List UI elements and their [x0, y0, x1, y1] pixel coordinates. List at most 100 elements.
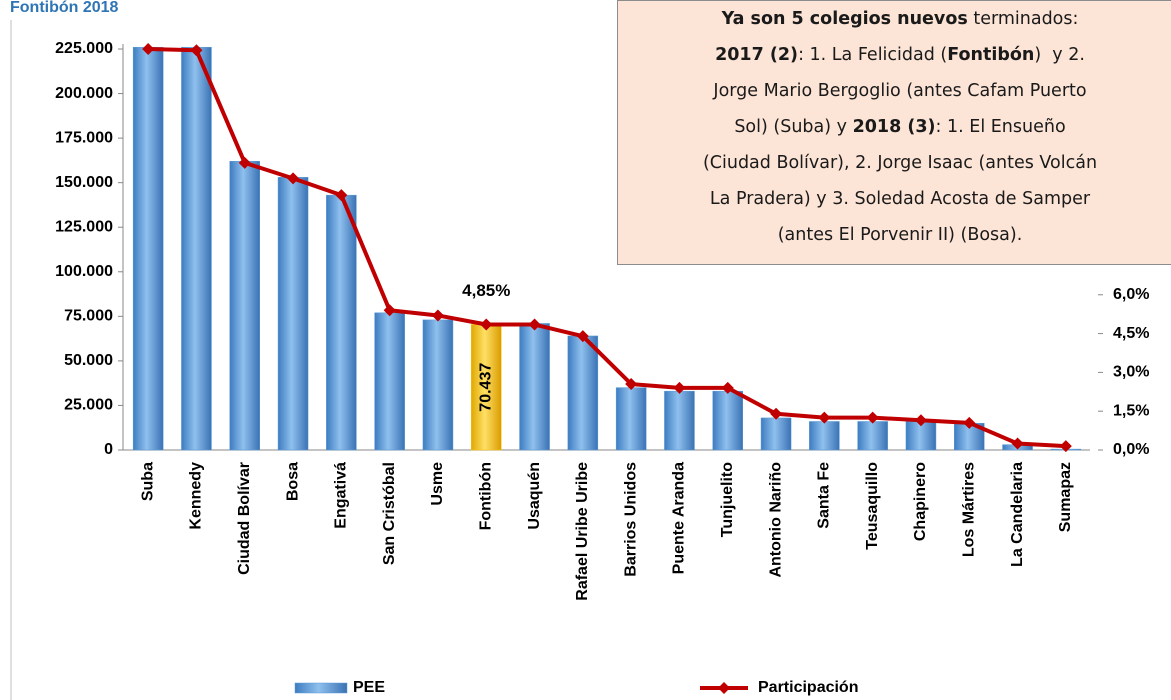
annotation-text: Jorge Mario Bergoglio (antes Cafam Puert…: [713, 81, 1087, 101]
annotation-text: : 1. La Felicidad (: [798, 45, 948, 65]
bar: [229, 161, 260, 451]
x-tick-label: Fontibón: [477, 462, 494, 530]
x-tick-label: Barrios Unidos: [622, 462, 639, 577]
x-tick-label: Antonio Nariño: [767, 462, 784, 578]
y-tick-label: 175.000: [55, 129, 113, 146]
y2-tick-label: 1,5%: [1113, 402, 1149, 419]
line-marker: [431, 309, 444, 322]
annotation-line: 2017 (2): 1. La Felicidad (Fontibón) y 2…: [618, 43, 1171, 67]
line-marker: [770, 407, 783, 420]
annotation-text: 2017 (2): [715, 45, 799, 65]
annotation-line: (Ciudad Bolívar), 2. Jorge Isaac (antes …: [618, 151, 1171, 175]
bar: [471, 324, 502, 451]
y-tick-label: 125.000: [55, 218, 113, 235]
x-tick-label: La Candelaria: [1009, 462, 1026, 567]
y2-tick-label: 0,0%: [1113, 441, 1149, 458]
legend-label: PEE: [353, 679, 385, 696]
bar: [760, 417, 792, 451]
y-tick-label: 200.000: [55, 85, 113, 102]
chart-title: Fontibón 2018: [10, 0, 119, 16]
line-marker: [335, 189, 348, 202]
legend-marker: [718, 682, 730, 694]
annotation-line: Jorge Mario Bergoglio (antes Cafam Puert…: [618, 79, 1171, 103]
x-tick-label: Rafael Uribe Uribe: [574, 462, 591, 601]
annotation-box: Ya son 5 colegios nuevos terminados: 2017…: [617, 0, 1171, 265]
line-marker: [1011, 437, 1024, 450]
annotation-text: : 1. El Ensueño: [935, 117, 1066, 137]
line-marker: [914, 414, 927, 427]
y-tick-label: 225.000: [55, 40, 113, 57]
bar: [712, 390, 743, 451]
y-tick-label: 150.000: [55, 174, 113, 191]
x-tick-label: Ciudad Bolívar: [236, 462, 253, 575]
annotation-line: Ya son 5 colegios nuevos terminados:: [618, 7, 1171, 31]
annotation-text: 2018 (3): [852, 117, 936, 137]
x-tick-label: Bosa: [284, 462, 301, 501]
x-tick-label: Engativá: [333, 462, 350, 529]
y2-tick-label: 4,5%: [1113, 325, 1149, 342]
line-marker: [528, 318, 541, 331]
y-tick-label: 75.000: [64, 308, 113, 325]
annotation-text: Sol) (Suba) y: [734, 117, 853, 137]
bar: [519, 323, 550, 451]
x-tick-label: Chapinero: [912, 462, 929, 541]
x-tick-label: Usme: [429, 462, 446, 506]
bar: [615, 387, 647, 451]
line-marker: [480, 318, 493, 331]
y2-tick-label: 3,0%: [1113, 364, 1149, 381]
line-marker: [142, 43, 155, 55]
annotation-text: (Ciudad Bolívar), 2. Jorge Isaac (antes …: [702, 153, 1098, 173]
line: [148, 47, 1066, 449]
bar: [326, 194, 357, 451]
line-marker: [383, 304, 396, 317]
x-tick-label: Usaquén: [526, 462, 543, 530]
bar: [664, 390, 695, 451]
y-tick-label: 100.000: [55, 263, 113, 280]
x-tick-label: Suba: [139, 462, 156, 501]
bar: [809, 421, 840, 451]
legend-label: Participación: [758, 679, 858, 696]
annotation-text: terminados:: [967, 9, 1079, 29]
annotation-text: Ya son 5 colegios nuevos: [721, 9, 968, 29]
x-tick-label: Puente Aranda: [671, 462, 688, 574]
line-marker: [190, 44, 203, 57]
bar-value-label: 70.437: [477, 363, 494, 412]
line-marker: [866, 411, 879, 424]
line-marker: [1059, 440, 1072, 453]
annotation-text: La Pradera) y 3. Soledad Acosta de Sampe…: [709, 189, 1091, 209]
bar: [277, 177, 309, 451]
bar: [567, 335, 599, 451]
x-tick-label: Tunjuelito: [719, 462, 736, 537]
bar: [374, 312, 405, 451]
y2-tick-label: 6,0%: [1113, 286, 1149, 303]
annotation: Ya son 5 colegios nuevos terminados: 2017…: [617, 0, 1171, 267]
line-value-label: 4,85%: [462, 281, 510, 300]
line-marker: [818, 411, 831, 424]
x-tick-label: Santa Fe: [816, 462, 833, 529]
line-marker: [576, 330, 589, 343]
line-marker: [287, 172, 300, 185]
annotation-text: Fontibón: [947, 45, 1035, 65]
bar: [181, 46, 212, 451]
annotation-line: La Pradera) y 3. Soledad Acosta de Sampe…: [618, 187, 1171, 211]
x-tick-label: Los Mártires: [960, 462, 977, 557]
line-marker: [673, 381, 686, 394]
x-tick-label: Teusaquillo: [864, 462, 881, 550]
line-marker: [238, 156, 251, 169]
y-tick-label: 50.000: [64, 352, 113, 369]
x-tick-label: San Cristóbal: [381, 462, 398, 565]
y-tick-label: 25.000: [64, 397, 113, 414]
line-marker: [721, 381, 734, 394]
x-tick-label: Kennedy: [188, 462, 205, 530]
line-marker: [625, 378, 638, 391]
bar: [132, 46, 164, 451]
annotation-line: (antes El Porvenir II) (Bosa).: [618, 223, 1171, 247]
x-tick-label: Sumapaz: [1057, 462, 1074, 532]
bar: [422, 319, 454, 451]
legend-swatch: [294, 682, 348, 694]
annotation-line: Sol) (Suba) y 2018 (3): 1. El Ensueño: [618, 115, 1171, 139]
annotation-text: (antes El Porvenir II) (Bosa).: [777, 225, 1023, 245]
y-tick-label: 0: [104, 441, 113, 458]
